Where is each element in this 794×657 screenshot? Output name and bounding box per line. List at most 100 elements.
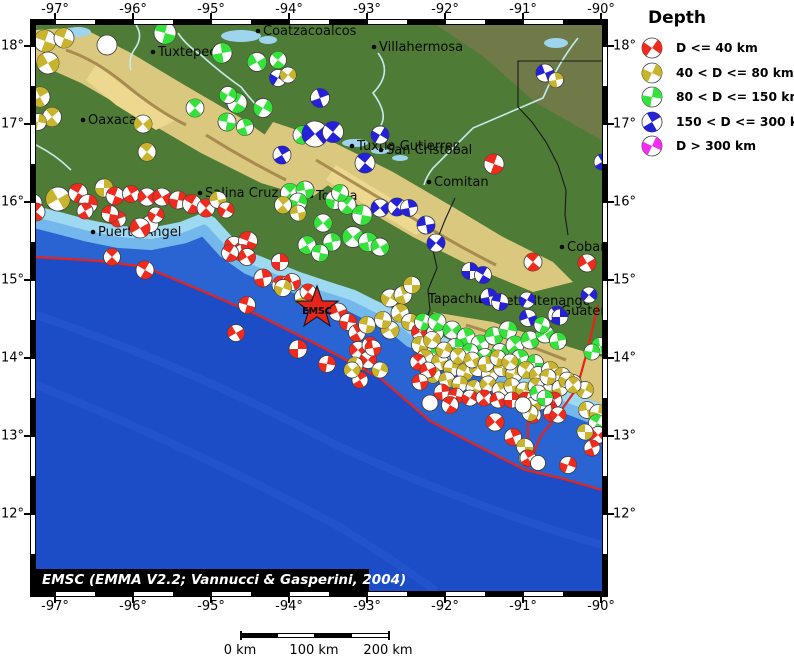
lat-tick: [608, 123, 614, 125]
lakes: [65, 27, 568, 161]
lat-label-left: 18°: [0, 38, 24, 54]
city-label: Coban: [567, 240, 602, 255]
focal-mechanism-ball: [153, 25, 177, 45]
scale-bar-end-tick: [388, 631, 390, 640]
lon-tick: [600, 13, 602, 19]
lat-tick: [608, 279, 614, 281]
focal-mechanism-ball: [36, 202, 46, 222]
focal-mechanism-ball: [514, 396, 532, 414]
lat-tick: [608, 435, 614, 437]
lon-label-bottom: -97°: [41, 599, 69, 614]
focal-mechanism-ball: [137, 142, 157, 162]
yucatan-plateau: [436, 25, 602, 140]
scale-bar-label: 0 km: [223, 643, 257, 657]
lon-label-bottom: -90°: [587, 599, 615, 614]
lat-label-left: 17°: [0, 116, 24, 132]
map-frame-right: [602, 19, 608, 597]
map-canvas: Tuxtepec Coatzacoalcos Villahermosa Oaxaca T…: [36, 25, 602, 591]
focal-mechanism-ball: [311, 244, 329, 262]
focal-mechanism-ball: [238, 296, 256, 314]
focal-mechanism-ball: [411, 373, 429, 391]
lat-label-right: 14°: [613, 350, 637, 366]
lat-label-right: 12°: [613, 506, 637, 522]
lon-tick: [54, 13, 56, 19]
map-frame-top: [30, 19, 608, 25]
lon-label-top: -92°: [431, 2, 459, 17]
focal-mechanism-ball: [211, 42, 233, 64]
lat-label-left: 14°: [0, 350, 24, 366]
city-label: Coatzacoalcos: [263, 25, 357, 39]
focal-mechanism-ball: [475, 389, 493, 407]
lon-tick: [288, 597, 290, 603]
focal-mechanism-ball: [539, 368, 557, 386]
lon-label-top: -94°: [275, 2, 303, 17]
city-label: Villahermosa: [379, 40, 463, 55]
scale-bar-segment: [351, 633, 389, 638]
deep-ocean: [36, 257, 602, 591]
blue-beachball-icon: [641, 111, 663, 133]
focal-mechanism-ball: [42, 107, 62, 127]
legend-item: 80 < D <= 150 km: [641, 85, 794, 110]
oaxaca-highlands: [36, 27, 331, 198]
city-marker: Oaxaca: [80, 113, 137, 128]
legend-item: D > 300 km: [641, 134, 793, 159]
lat-tick: [608, 45, 614, 47]
ridge: [315, 158, 497, 267]
chiapas-highlands: [263, 122, 573, 292]
lat-label-right: 13°: [613, 428, 637, 444]
focal-mechanism-ball: [274, 196, 292, 214]
focal-mechanism-ball: [485, 412, 505, 432]
focal-mechanism-ball: [318, 355, 336, 373]
focal-mechanism-ball: [236, 118, 254, 136]
focal-mechanism-ball: [416, 215, 436, 235]
focal-mechanism-ball: [641, 37, 663, 59]
lon-label-bottom: -95°: [197, 599, 225, 614]
focal-mechanism-ball: [564, 376, 582, 394]
focal-mechanism-ball: [536, 389, 554, 407]
lon-tick: [210, 13, 212, 19]
focal-mechanism-ball: [370, 125, 390, 145]
lon-label-top: -95°: [197, 2, 225, 17]
focal-mechanism-ball: [583, 439, 601, 457]
focal-mechanism-ball: [447, 387, 465, 405]
lat-tick: [24, 357, 30, 359]
lat-label-right: 17°: [613, 116, 637, 132]
focal-mechanism-ball: [504, 428, 522, 446]
lon-tick: [132, 597, 134, 603]
lat-label-right: 18°: [613, 38, 637, 54]
focal-mechanism-ball: [641, 135, 663, 157]
focal-mechanism-ball: [641, 62, 663, 84]
focal-mechanism-ball: [289, 204, 307, 222]
lon-label-top: -97°: [41, 2, 69, 17]
focal-mechanism-ball: [374, 311, 392, 329]
focal-mechanism-ball: [122, 185, 140, 203]
lat-label-left: 12°: [0, 506, 24, 522]
city-label: Tapachula: [427, 292, 493, 307]
frame-corner: [30, 19, 36, 25]
legend-item-label: D > 300 km: [676, 139, 757, 154]
focal-mechanism-ball: [370, 198, 390, 218]
scale-bar-segment: [314, 633, 352, 638]
map-area: Tuxtepec Coatzacoalcos Villahermosa Oaxaca T…: [36, 25, 602, 591]
focal-mechanism-ball: [221, 244, 239, 262]
focal-mechanism-ball: [354, 152, 376, 174]
focal-mechanism-ball: [103, 248, 121, 266]
focal-mechanism-ball: [135, 260, 155, 280]
focal-mechanism-ball: [419, 361, 437, 379]
focal-mechanism-ball: [530, 455, 546, 471]
focal-mechanism-ball: [533, 316, 551, 334]
rivers: [36, 25, 579, 186]
focal-mechanism-ball: [501, 353, 519, 371]
focal-mechanism-ball: [641, 86, 663, 108]
focal-mechanism-ball: [45, 186, 71, 212]
lon-tick: [210, 597, 212, 603]
focal-mechanism-ball: [152, 187, 172, 207]
lon-label-top: -96°: [119, 2, 147, 17]
scale-bar-label: 100 km: [289, 643, 339, 657]
ridge: [205, 133, 287, 182]
lat-tick: [608, 357, 614, 359]
scale-bar-label: 200 km: [363, 643, 413, 657]
lon-tick: [444, 597, 446, 603]
focal-mechanism-ball: [364, 339, 382, 357]
focal-mechanism-ball: [36, 29, 57, 53]
